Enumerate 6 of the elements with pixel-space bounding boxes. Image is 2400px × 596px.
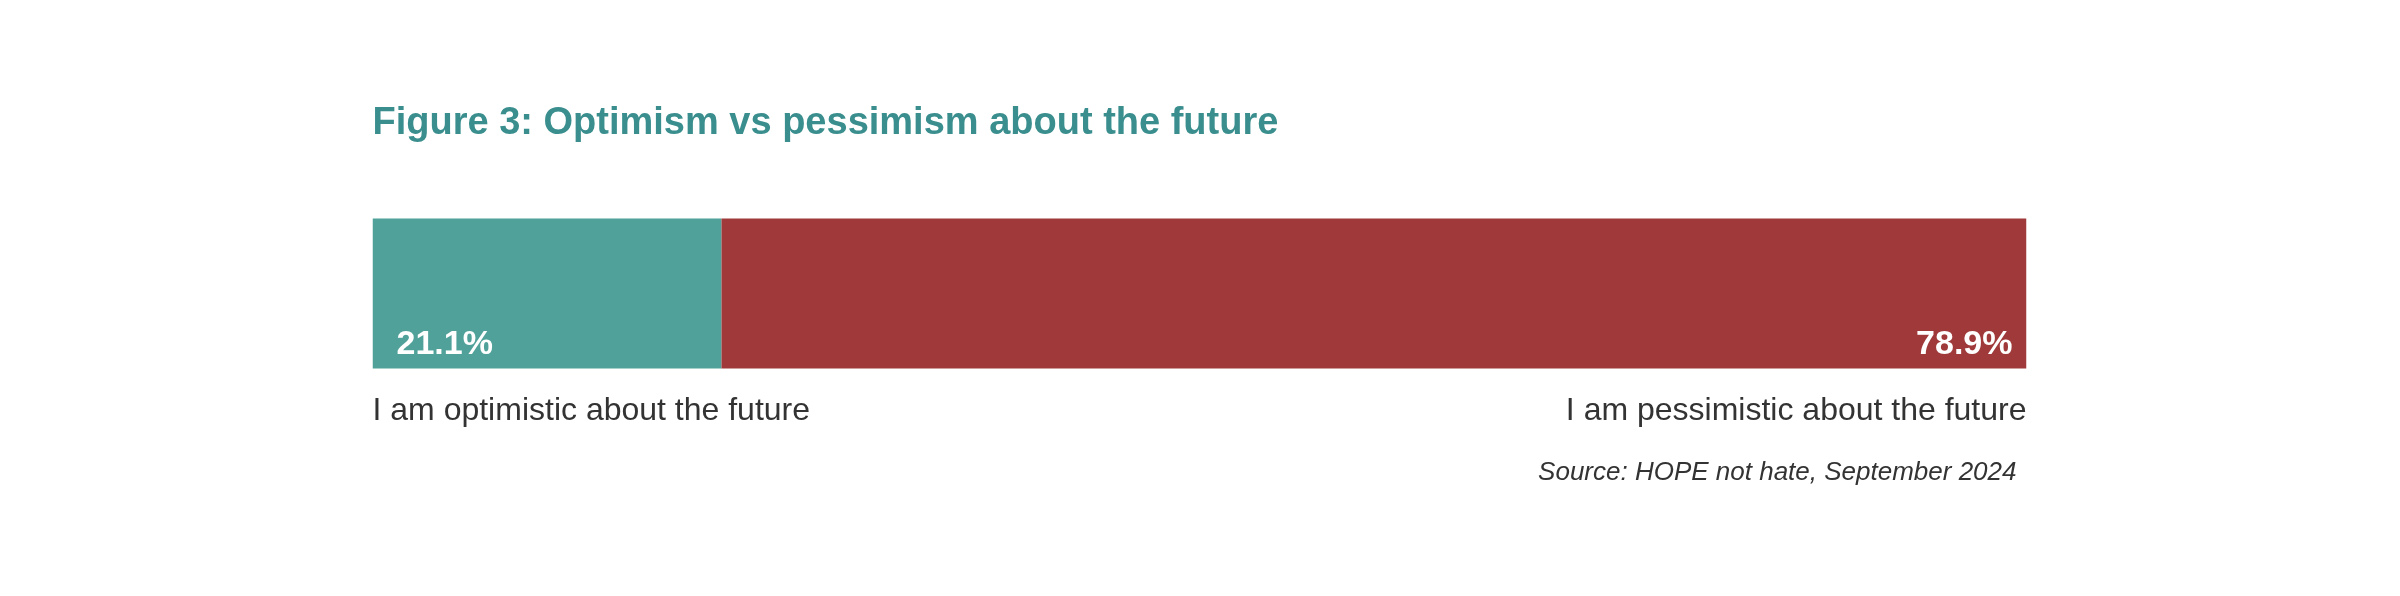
data-label: 21.1% <box>396 322 493 361</box>
data-label: 78.9% <box>1916 322 2013 361</box>
series-label: I am optimistic about the future <box>372 391 811 427</box>
source-note: Source: HOPE not hate, September 2024 <box>1538 455 2017 486</box>
chart-title: Figure 3: Optimism vs pessimism about the future <box>372 100 1279 142</box>
series-label: I am pessimistic about the future <box>1565 391 2027 427</box>
